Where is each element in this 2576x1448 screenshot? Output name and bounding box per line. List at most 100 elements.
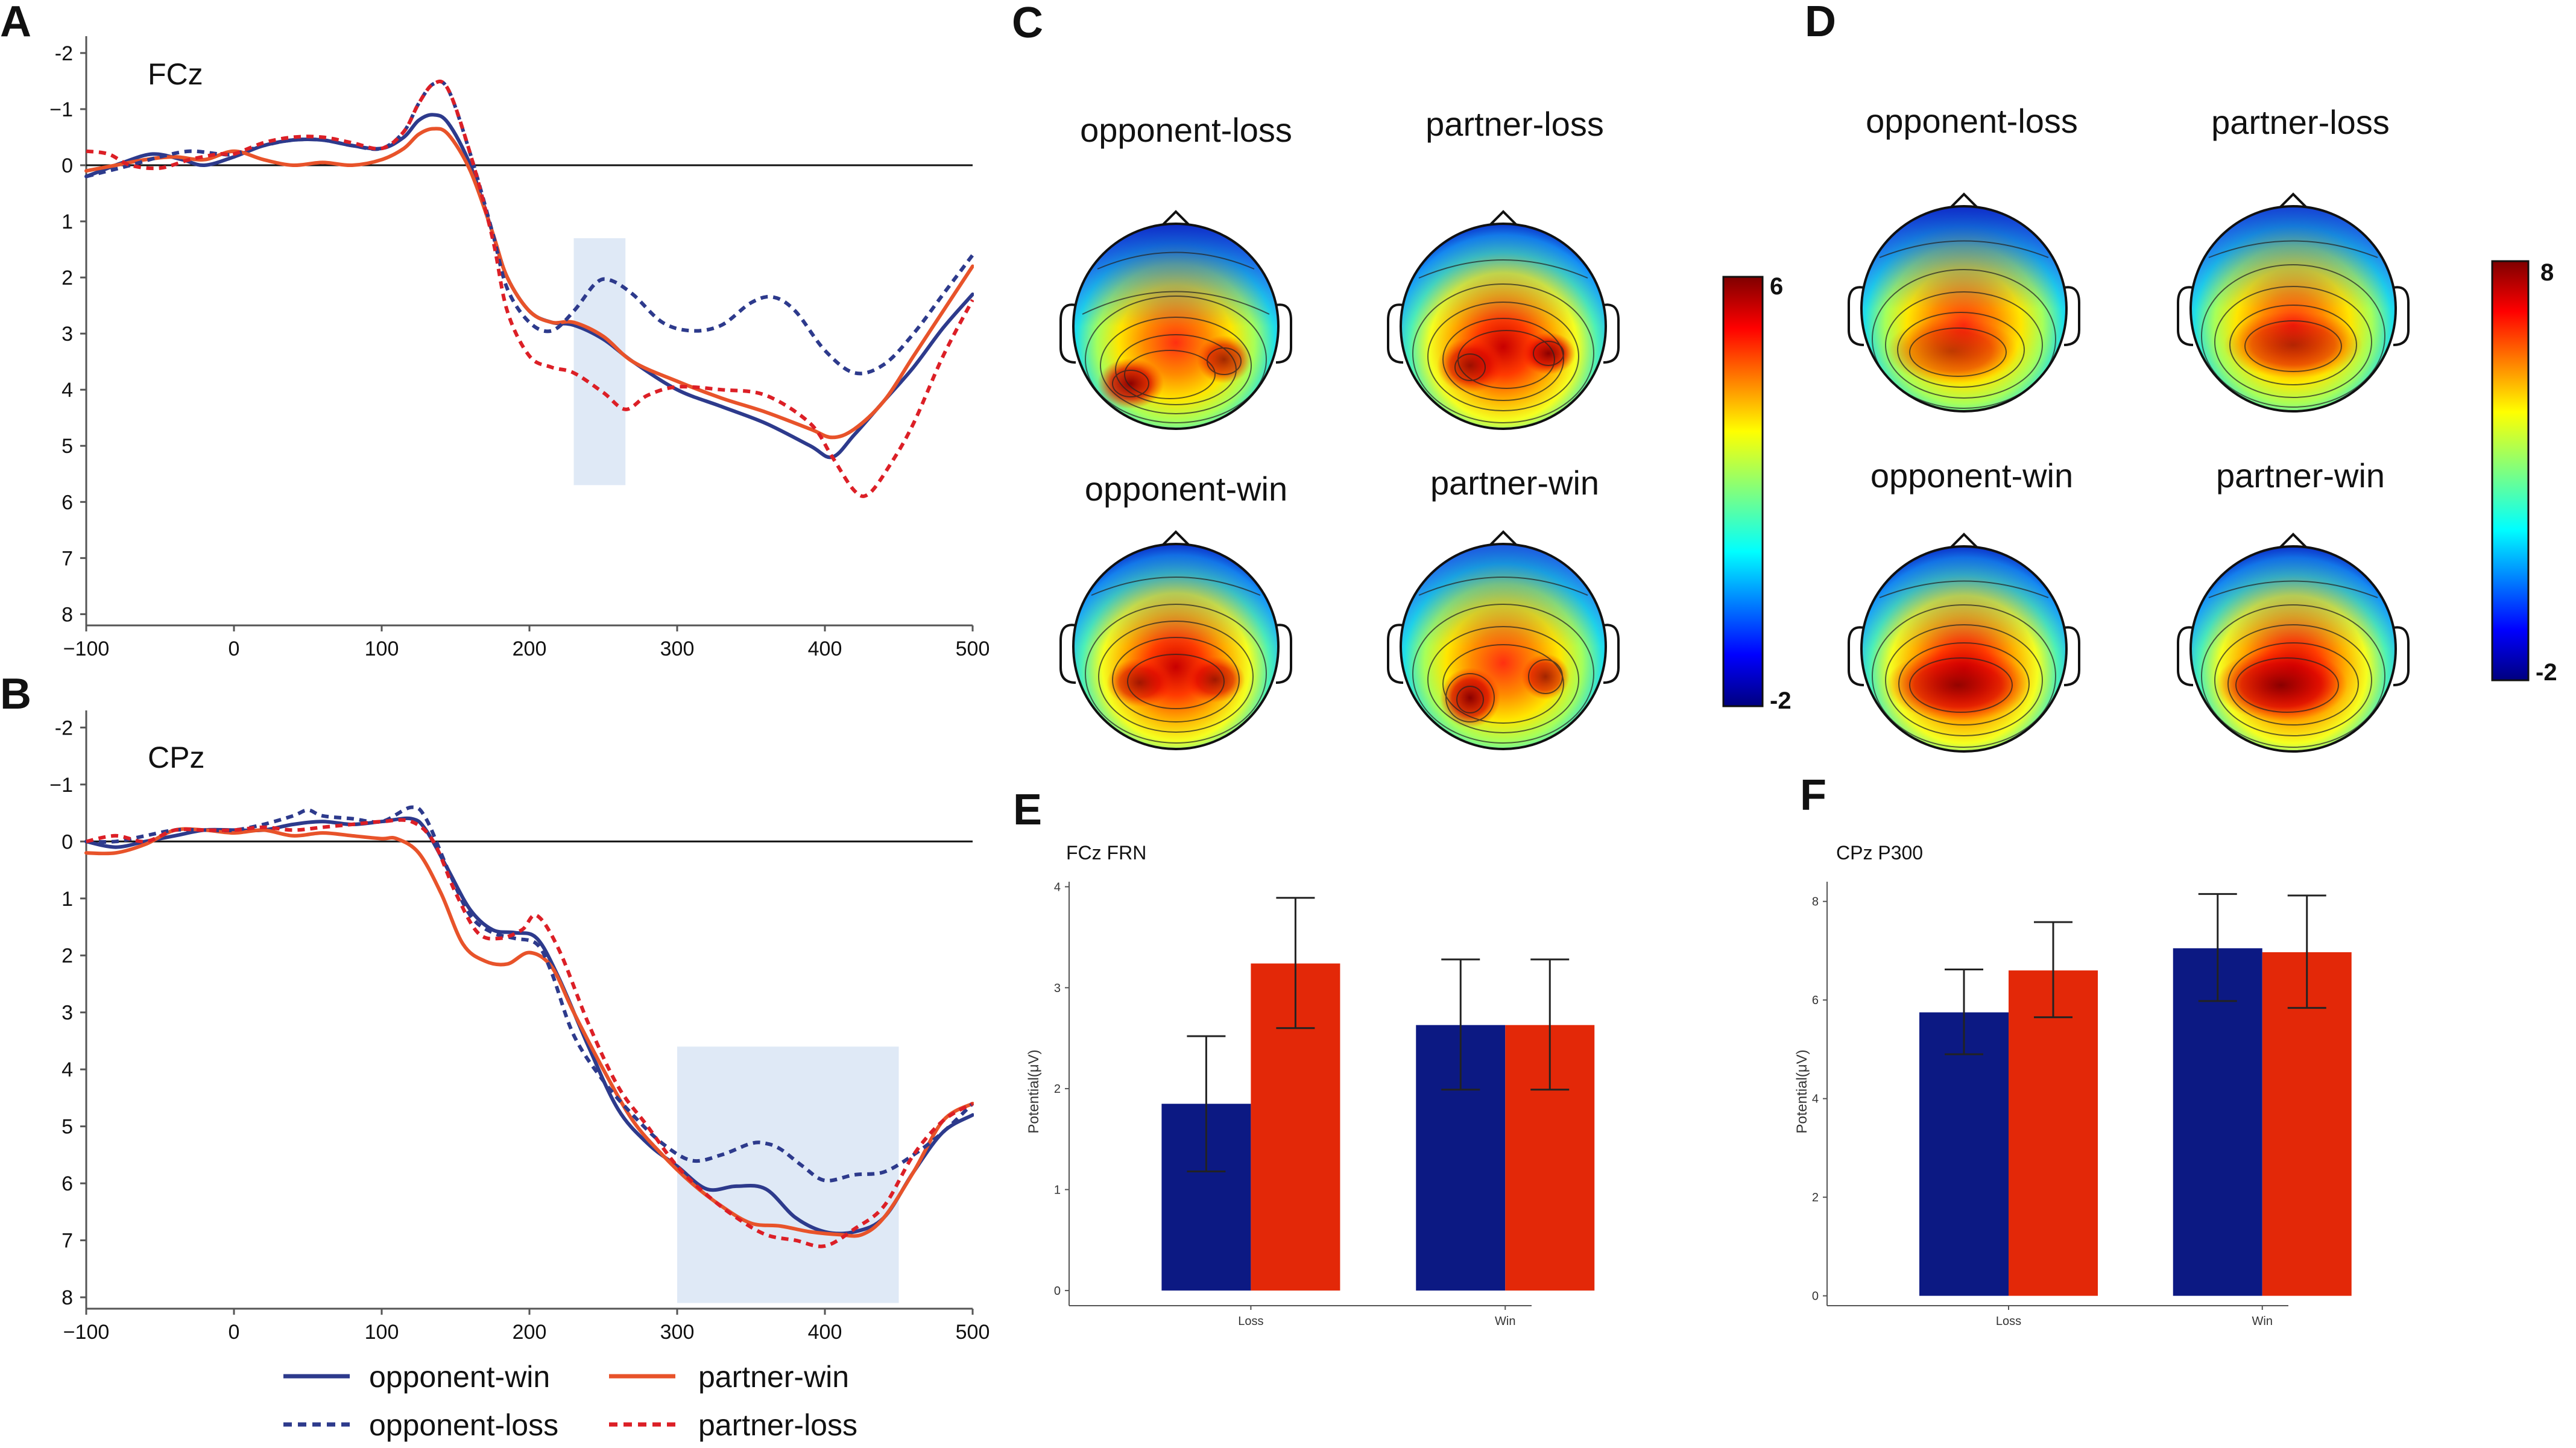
- topomap-d-partner-loss: [2177, 192, 2410, 413]
- panel-label-d: D: [1805, 0, 1836, 46]
- colorbar-d-max: 8: [2540, 259, 2554, 286]
- series-line-partner-win-b: [84, 827, 974, 1238]
- bar-opponent-loss-f: [1919, 1012, 2009, 1296]
- y-tick-label-a: 7: [62, 547, 73, 570]
- y-tick-label-b: 1: [62, 888, 73, 911]
- y-tick-label-b: −1: [49, 774, 73, 797]
- panel-label-e: E: [1013, 786, 1042, 834]
- colorbar-d: [2491, 260, 2530, 681]
- y-ticks-b: -2 −1 0 1 2 3 4 5 6 7 8: [49, 716, 86, 1309]
- colorbar-d-min: -2: [2536, 659, 2557, 686]
- y-tick-label-b: 7: [62, 1230, 73, 1253]
- panel-d-p300-topographies: D opponent-loss partner-loss opponent-wi…: [1805, 0, 2557, 753]
- y-tick-label-f: 4: [1812, 1093, 1819, 1106]
- legend-label-partner-win: partner-win: [698, 1360, 849, 1394]
- legend-label-opponent-loss: opponent-loss: [369, 1408, 558, 1442]
- bar-title-f: CPz P300: [1836, 842, 1923, 864]
- y-tick-label-a: 1: [62, 210, 73, 233]
- y-tick-label-f: 8: [1812, 896, 1819, 909]
- series-line-partner-win-a: [84, 127, 974, 440]
- topo-label-c-partner-win: partner-win: [1430, 464, 1599, 502]
- x-tick-label-a: −100: [63, 637, 110, 660]
- x-tick-label-b: 100: [365, 1321, 399, 1344]
- topo-label-d-partner-loss: partner-loss: [2211, 103, 2390, 141]
- highlight-window-b: [677, 1046, 899, 1303]
- panel-label-b: B: [0, 670, 31, 718]
- bar-opponent-win-f: [2173, 948, 2262, 1296]
- x-tick-label-a: 0: [229, 637, 240, 660]
- y-tick-label-e: 0: [1054, 1285, 1061, 1298]
- y-tick-label-b: -2: [55, 716, 73, 739]
- panel-b-cpz-waveform: B -2 −1 0 1 2 3 4 5 6 7 8 −100 0 100 200 300 400 500 CPz: [0, 670, 990, 1344]
- topomap-c-partner-win: [1387, 530, 1620, 750]
- y-tick-label-a: 4: [62, 379, 73, 402]
- x-tick-label-b: 200: [513, 1321, 547, 1344]
- y-tick-label-a: 3: [62, 323, 73, 346]
- topo-label-d-opponent-loss: opponent-loss: [1866, 102, 2078, 140]
- bars-e: Loss Win: [1161, 897, 1595, 1328]
- x-tick-label-a: 100: [365, 637, 399, 660]
- y-tick-label-f: 2: [1812, 1191, 1819, 1204]
- y-ticks-a: -2 −1 0 1 2 3 4 5 6 7 8: [49, 42, 86, 626]
- colorbar-c-min: -2: [1770, 688, 1792, 714]
- y-tick-label-a: 2: [62, 267, 73, 289]
- waveforms-a: [84, 80, 974, 498]
- topomap-c-opponent-win: [1059, 530, 1292, 750]
- y-tick-label-e: 1: [1054, 1184, 1061, 1197]
- topomap-d-opponent-win: [1848, 533, 2080, 753]
- bar-partner-loss-f: [2009, 970, 2098, 1296]
- topo-label-c-opponent-win: opponent-win: [1085, 470, 1287, 508]
- bar-partner-win-f: [2262, 952, 2352, 1296]
- axes-f: 0 2 4 6 8: [1812, 882, 2288, 1306]
- waveforms-b: [84, 805, 974, 1248]
- x-tick-label-e: Loss: [1238, 1315, 1263, 1328]
- y-tick-label-b: 0: [62, 830, 73, 853]
- panel-label-f: F: [1800, 771, 1826, 820]
- x-tick-label-b: 300: [660, 1321, 695, 1344]
- panel-label-a: A: [0, 0, 31, 46]
- y-tick-label-a: 6: [62, 491, 73, 514]
- topo-label-d-partner-win: partner-win: [2216, 457, 2385, 495]
- y-tick-label-b: 2: [62, 944, 73, 967]
- highlight-window-a: [573, 238, 626, 485]
- y-tick-label-a: -2: [55, 42, 73, 65]
- colorbar-c: [1722, 276, 1764, 707]
- y-tick-label-e: 2: [1054, 1083, 1061, 1096]
- y-tick-label-a: 0: [62, 154, 73, 177]
- y-tick-label-f: 6: [1812, 994, 1819, 1007]
- channel-label-fcz: FCz: [148, 57, 203, 91]
- y-tick-label-b: 3: [62, 1002, 73, 1025]
- y-axis-label-f: Potential(μV): [1794, 1049, 1810, 1133]
- topomap-d-opponent-loss: [1848, 192, 2080, 413]
- panel-label-c: C: [1012, 0, 1043, 47]
- x-tick-label-f: Win: [2252, 1315, 2273, 1328]
- y-tick-label-a: −1: [49, 98, 73, 121]
- y-tick-label-b: 5: [62, 1116, 73, 1139]
- bars-f: Loss Win: [1919, 893, 2352, 1328]
- y-tick-label-b: 8: [62, 1286, 73, 1309]
- topomap-c-partner-loss: [1387, 210, 1620, 430]
- topomap-c-opponent-loss: [1059, 210, 1292, 430]
- bar-title-e: FCz FRN: [1066, 842, 1146, 864]
- x-tick-label-f: Loss: [1996, 1315, 2021, 1328]
- y-tick-label-a: 5: [62, 435, 73, 458]
- legend-label-partner-loss: partner-loss: [698, 1408, 857, 1442]
- panel-a-fcz-waveform: A -2 −1 0 1 2 3 4 5 6 7 8 −100 0 100 200 300 400 500 FCz: [0, 0, 990, 660]
- legend: opponent-win partner-win opponent-loss p…: [283, 1360, 857, 1442]
- x-tick-label-b: 500: [956, 1321, 990, 1344]
- axes-e: 0 1 2 3 4: [1054, 880, 1532, 1306]
- panel-c-frn-topographies: C opponent-loss partner-loss opponent-wi…: [1012, 0, 1792, 750]
- y-tick-label-b: 6: [62, 1172, 73, 1195]
- topomap-d-partner-win: [2177, 533, 2410, 753]
- x-tick-label-a: 200: [513, 637, 547, 660]
- topo-label-c-partner-loss: partner-loss: [1425, 105, 1604, 143]
- y-tick-label-b: 4: [62, 1058, 73, 1081]
- x-tick-label-b: 400: [808, 1321, 842, 1344]
- series-line-opponent-loss-b: [86, 805, 974, 1183]
- x-tick-label-e: Win: [1495, 1315, 1515, 1328]
- series-line-partner-loss-b: [86, 818, 974, 1248]
- colorbar-c-max: 6: [1770, 273, 1783, 300]
- y-tick-label-e: 4: [1054, 880, 1061, 894]
- y-tick-label-a: 8: [62, 603, 73, 626]
